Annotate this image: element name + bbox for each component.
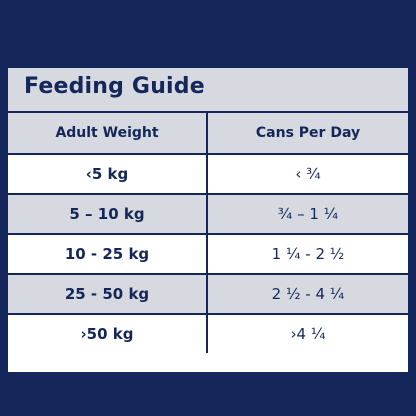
table-row: 25 - 50 kg 2 ½ - 4 ¼ [8,275,408,315]
feeding-table: Adult Weight Cans Per Day ‹5 kg ‹ ¾ 5 – … [8,113,408,353]
table-header-row: Adult Weight Cans Per Day [8,113,408,155]
table-row: ›50 kg ›4 ¼ [8,315,408,353]
weight-cell: 25 - 50 kg [8,275,208,313]
weight-cell: ‹5 kg [8,155,208,193]
feeding-guide-panel: Feeding Guide Adult Weight Cans Per Day … [8,68,408,372]
table-row: ‹5 kg ‹ ¾ [8,155,408,195]
header-adult-weight: Adult Weight [8,113,208,153]
cans-cell: ›4 ¼ [290,325,326,343]
cans-cell: 1 ¼ - 2 ½ [271,245,345,263]
weight-cell: 10 - 25 kg [8,235,208,273]
weight-cell: ›50 kg [8,315,208,353]
cans-cell: ‹ ¾ [295,165,321,183]
weight-cell: 5 – 10 kg [8,195,208,233]
page-title: Feeding Guide [24,74,205,99]
header-cans-per-day: Cans Per Day [255,125,361,141]
cans-cell: ¾ – 1 ¼ [277,205,339,223]
title-bar: Feeding Guide [8,68,408,113]
cans-cell: 2 ½ - 4 ¼ [271,285,345,303]
table-row: 10 - 25 kg 1 ¼ - 2 ½ [8,235,408,275]
table-row: 5 – 10 kg ¾ – 1 ¼ [8,195,408,235]
